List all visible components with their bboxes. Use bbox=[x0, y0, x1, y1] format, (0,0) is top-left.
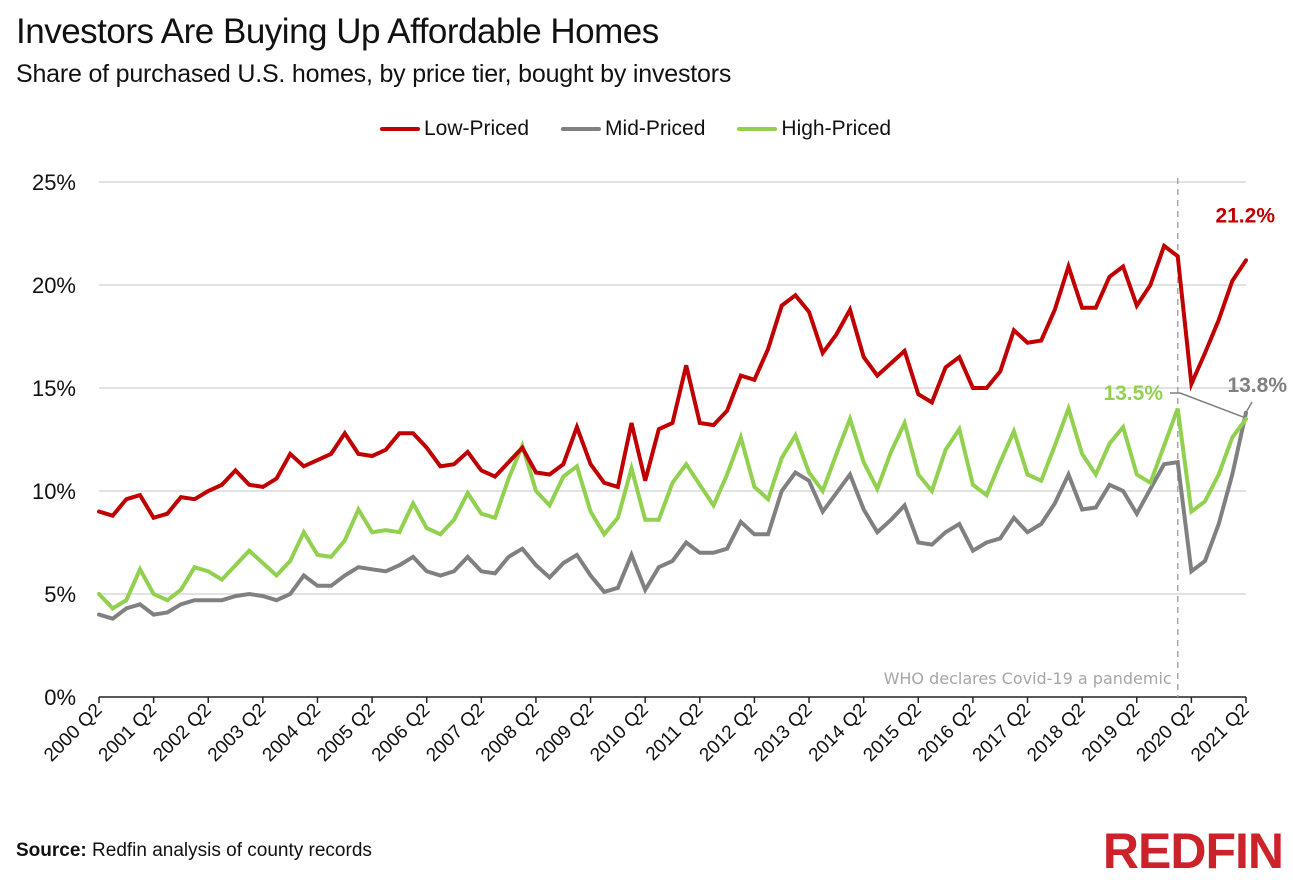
x-tick-label: 2006 Q2 bbox=[368, 700, 434, 766]
y-tick-label: 10% bbox=[32, 479, 76, 504]
x-tick-label: 2008 Q2 bbox=[477, 700, 543, 766]
legend-label-high: High-Priced bbox=[781, 117, 892, 140]
x-tick-label: 2014 Q2 bbox=[805, 700, 871, 766]
legend: Low-Priced Mid-Priced High-Priced bbox=[380, 117, 891, 141]
x-tick-label: 2019 Q2 bbox=[1078, 700, 1144, 766]
series-lines bbox=[97, 242, 1248, 621]
x-tick-label: 2016 Q2 bbox=[914, 700, 980, 766]
x-tick-label: 2004 Q2 bbox=[259, 700, 325, 766]
x-tick-label: 2011 Q2 bbox=[642, 700, 707, 765]
covid-annotation: WHO declares Covid-19 a pandemic bbox=[884, 178, 1179, 697]
mid-end-label: 13.8% bbox=[1227, 374, 1287, 397]
chart-subtitle: Share of purchased U.S. homes, by price … bbox=[16, 60, 732, 88]
series-line-low bbox=[97, 242, 1248, 521]
series-line-high bbox=[97, 402, 1248, 611]
low-end-label: 21.2% bbox=[1215, 204, 1275, 227]
y-tick-label: 20% bbox=[32, 273, 76, 298]
x-tick-label: 2015 Q2 bbox=[859, 700, 925, 766]
series-line-mid bbox=[97, 410, 1248, 621]
legend-item-high: High-Priced bbox=[737, 117, 891, 141]
legend-swatch-high bbox=[737, 127, 778, 131]
x-tick-label: 2005 Q2 bbox=[313, 700, 379, 766]
y-axis-ticks: 0% 5% 10% 15% 20% 25% bbox=[32, 170, 76, 710]
legend-item-mid: Mid-Priced bbox=[561, 117, 705, 141]
high-end-label: 13.5% bbox=[1103, 382, 1163, 405]
y-tick-label: 0% bbox=[44, 685, 76, 710]
covid-annotation-label: WHO declares Covid-19 a pandemic bbox=[884, 669, 1172, 688]
legend-swatch-mid bbox=[561, 127, 602, 131]
x-tick-label: 2010 Q2 bbox=[586, 700, 652, 766]
y-tick-label: 25% bbox=[32, 170, 76, 195]
x-tick-label: 2018 Q2 bbox=[1023, 700, 1089, 766]
gridlines bbox=[99, 181, 1246, 595]
source-text: Redfin analysis of county records bbox=[92, 840, 372, 861]
x-tick-label: 2009 Q2 bbox=[532, 700, 598, 766]
chart-title: Investors Are Buying Up Affordable Homes bbox=[16, 12, 659, 51]
legend-label-mid: Mid-Priced bbox=[605, 117, 706, 140]
y-tick-label: 15% bbox=[32, 376, 76, 401]
x-tick-label: 2007 Q2 bbox=[422, 700, 488, 766]
legend-swatch-low bbox=[380, 127, 420, 131]
x-tick-label: 2017 Q2 bbox=[969, 700, 1035, 766]
source-label: Source: bbox=[16, 840, 87, 861]
legend-label-low: Low-Priced bbox=[424, 117, 530, 140]
mid-leader-line bbox=[1246, 401, 1253, 412]
x-tick-label: 2003 Q2 bbox=[204, 700, 270, 766]
x-tick-label: 2001 Q2 bbox=[95, 700, 161, 766]
legend-item-low: Low-Priced bbox=[380, 117, 529, 141]
source-note: Source: Redfin analysis of county record… bbox=[16, 840, 372, 862]
x-tick-label: 2020 Q2 bbox=[1133, 700, 1199, 766]
end-labels: 21.2% 13.5% 13.8% bbox=[1103, 204, 1287, 418]
high-leader-line-b bbox=[1179, 392, 1244, 418]
x-tick-label: 2021 Q2 bbox=[1187, 700, 1253, 766]
y-tick-label: 5% bbox=[44, 582, 76, 607]
x-tick-label: 2002 Q2 bbox=[149, 700, 215, 766]
x-tick-label: 2012 Q2 bbox=[696, 700, 762, 766]
redfin-logo: REDFIN bbox=[1102, 823, 1284, 879]
x-tick-label: 2013 Q2 bbox=[750, 700, 816, 766]
